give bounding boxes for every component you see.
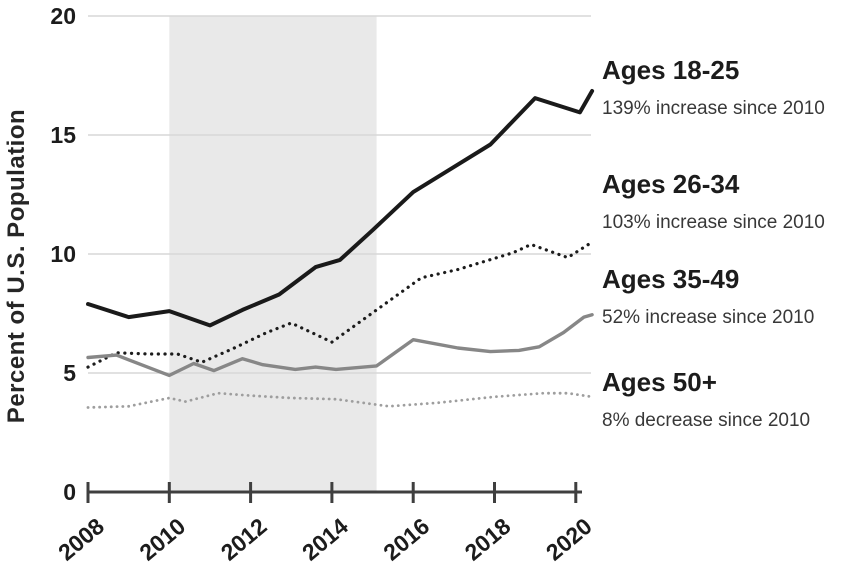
y-axis-title: Percent of U.S. Population	[3, 108, 30, 424]
x-tick-label-2018: 2018	[460, 513, 516, 566]
legend-desc-ages-18-25: 139% increase since 2010	[602, 98, 825, 119]
x-tick-label-2016: 2016	[378, 513, 434, 566]
legend-desc-ages-26-34: 103% increase since 2010	[602, 212, 825, 233]
y-tick-label-5: 5	[63, 360, 76, 386]
series-line-ages-35-49	[86, 313, 594, 378]
legend: Ages 18-25 139% increase since 2010 Ages…	[602, 0, 851, 576]
legend-ages-18-25: Ages 18-25 139% increase since 2010	[602, 56, 851, 120]
legend-title-ages-35-49: Ages 35-49	[602, 264, 740, 294]
legend-ages-35-49: Ages 35-49 52% increase since 2010	[602, 265, 851, 329]
legend-ages-26-34: Ages 26-34 103% increase since 2010	[602, 170, 851, 234]
x-tick-label-2014: 2014	[297, 513, 353, 566]
y-tick-label-0: 0	[63, 479, 76, 505]
y-tick-label-20: 20	[50, 3, 76, 29]
legend-title-ages-18-25: Ages 18-25	[602, 55, 740, 85]
legend-desc-ages-50plus: 8% decrease since 2010	[602, 410, 811, 431]
legend-title-ages-50plus: Ages 50+	[602, 367, 717, 397]
x-tick-label-2010: 2010	[134, 513, 190, 566]
legend-title-ages-26-34: Ages 26-34	[602, 169, 740, 199]
x-tick-label-2020: 2020	[541, 513, 597, 566]
series-line-ages-18-25	[86, 89, 595, 328]
series-line-ages-26-34	[86, 240, 594, 369]
x-tick-label-2008: 2008	[53, 513, 109, 566]
y-tick-label-10: 10	[50, 241, 76, 267]
x-tick-label-2012: 2012	[216, 513, 272, 566]
legend-ages-50plus: Ages 50+ 8% decrease since 2010	[602, 368, 851, 432]
legend-desc-ages-35-49: 52% increase since 2010	[602, 307, 815, 328]
y-tick-label-15: 15	[50, 122, 76, 148]
